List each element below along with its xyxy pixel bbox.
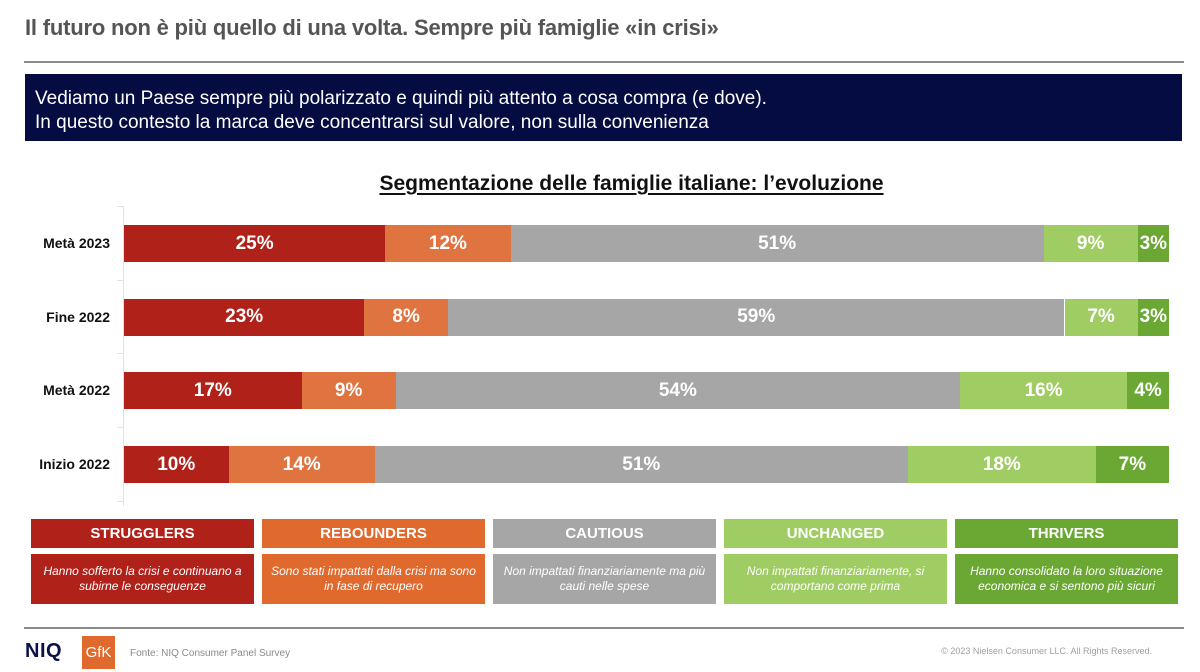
bar-segment-strugglers: 25% <box>124 225 386 262</box>
data-label: 9% <box>334 379 363 401</box>
data-label: 12% <box>428 232 467 254</box>
data-label: 8% <box>392 306 420 328</box>
legend-label: REBOUNDERS <box>262 519 485 548</box>
bar-segment-thrivers: 4% <box>1127 372 1169 410</box>
bar-segment-unchanged: 16% <box>960 372 1128 410</box>
legend-description: Hanno sofferto la crisi e continuano a s… <box>31 554 254 604</box>
data-label: 59% <box>737 306 776 328</box>
legend-description: Sono stati impattati dalla crisi ma sono… <box>262 554 485 604</box>
data-label: 7% <box>1118 453 1147 475</box>
legend-item-unchanged: UNCHANGED Non impattati finanziariamente,… <box>724 519 947 604</box>
legend-label: STRUGGLERS <box>31 519 254 548</box>
banner-line-2: In questo contesto la marca deve concent… <box>35 112 709 133</box>
category-label: Metà 2022 <box>43 382 110 399</box>
bar-segment-thrivers: 3% <box>1137 225 1169 262</box>
gfk-logo: GfK <box>82 636 115 669</box>
category-label: Inizio 2022 <box>39 456 110 473</box>
bar-segment-strugglers: 23% <box>124 298 365 336</box>
bar-segment-strugglers: 17% <box>124 372 302 410</box>
category-label: Fine 2022 <box>46 308 110 325</box>
bar-segment-rebounders: 9% <box>301 372 396 410</box>
legend-item-strugglers: STRUGGLERS Hanno sofferto la crisi e cont… <box>31 519 254 604</box>
data-label: 3% <box>1139 232 1168 254</box>
key-message-banner: Vediamo un Paese sempre più polarizzato … <box>25 74 1182 141</box>
data-label: 14% <box>282 453 321 475</box>
bar-segment-strugglers: 10% <box>124 446 229 484</box>
data-label: 7% <box>1087 306 1115 328</box>
source-note: Fonte: NIQ Consumer Panel Survey <box>130 648 291 659</box>
niq-logo: NIQ <box>25 640 63 662</box>
data-label: 16% <box>1024 379 1063 401</box>
bar-segment-cautious: 51% <box>510 225 1044 262</box>
footer-divider <box>24 627 1184 629</box>
data-label: 51% <box>622 453 661 475</box>
axis-tick <box>117 427 123 429</box>
legend-description: Hanno consolidato la loro situazione eco… <box>955 554 1178 604</box>
bar-segment-rebounders: 12% <box>385 225 511 262</box>
bar-segment-rebounders: 14% <box>228 446 375 484</box>
legend-label: UNCHANGED <box>724 519 947 548</box>
title-divider <box>24 61 1184 63</box>
data-label: 10% <box>157 453 196 475</box>
bar-segment-rebounders: 8% <box>364 298 448 336</box>
legend-description: Non impattati finanziariamente ma più ca… <box>493 554 716 604</box>
bar-segment-cautious: 51% <box>374 446 908 484</box>
banner-line-1: Vediamo un Paese sempre più polarizzato … <box>35 88 767 109</box>
copyright-note: © 2023 Nielsen Consumer LLC. All Rights … <box>941 646 1152 656</box>
legend-label: CAUTIOUS <box>493 519 716 548</box>
bar-segment-cautious: 54% <box>395 372 960 410</box>
y-axis-line <box>123 206 124 506</box>
data-label: 51% <box>758 232 797 254</box>
bar-segment-unchanged: 7% <box>1064 298 1138 336</box>
data-label: 3% <box>1139 306 1168 328</box>
legend-description: Non impattati finanziariamente, si compo… <box>724 554 947 604</box>
data-label: 25% <box>235 232 274 254</box>
bar-segment-unchanged: 18% <box>907 446 1096 484</box>
data-label: 23% <box>225 306 264 328</box>
legend-item-rebounders: REBOUNDERS Sono stati impattati dalla cri… <box>262 519 485 604</box>
axis-tick <box>117 500 123 502</box>
bar-segment-unchanged: 9% <box>1043 225 1138 262</box>
data-label: 18% <box>982 453 1021 475</box>
legend-item-thrivers: THRIVERS Hanno consolidato la loro situaz… <box>955 519 1178 604</box>
axis-tick <box>117 353 123 355</box>
axis-tick <box>117 206 123 207</box>
category-label: Metà 2023 <box>43 235 110 251</box>
bar-segment-thrivers: 7% <box>1095 446 1169 484</box>
data-label: 4% <box>1134 379 1162 401</box>
legend-label: THRIVERS <box>955 519 1178 548</box>
legend-item-cautious: CAUTIOUS Non impattati finanziariamente m… <box>493 519 716 604</box>
data-label: 17% <box>193 379 232 401</box>
page-title: Il futuro non è più quello di una volta.… <box>25 15 719 40</box>
data-label: 9% <box>1076 232 1105 254</box>
axis-tick <box>117 279 123 281</box>
data-label: 54% <box>658 379 697 401</box>
bar-segment-cautious: 59% <box>447 298 1065 336</box>
chart-title: Segmentazione delle famiglie italiane: l… <box>379 172 884 195</box>
bar-segment-thrivers: 3% <box>1137 298 1169 336</box>
